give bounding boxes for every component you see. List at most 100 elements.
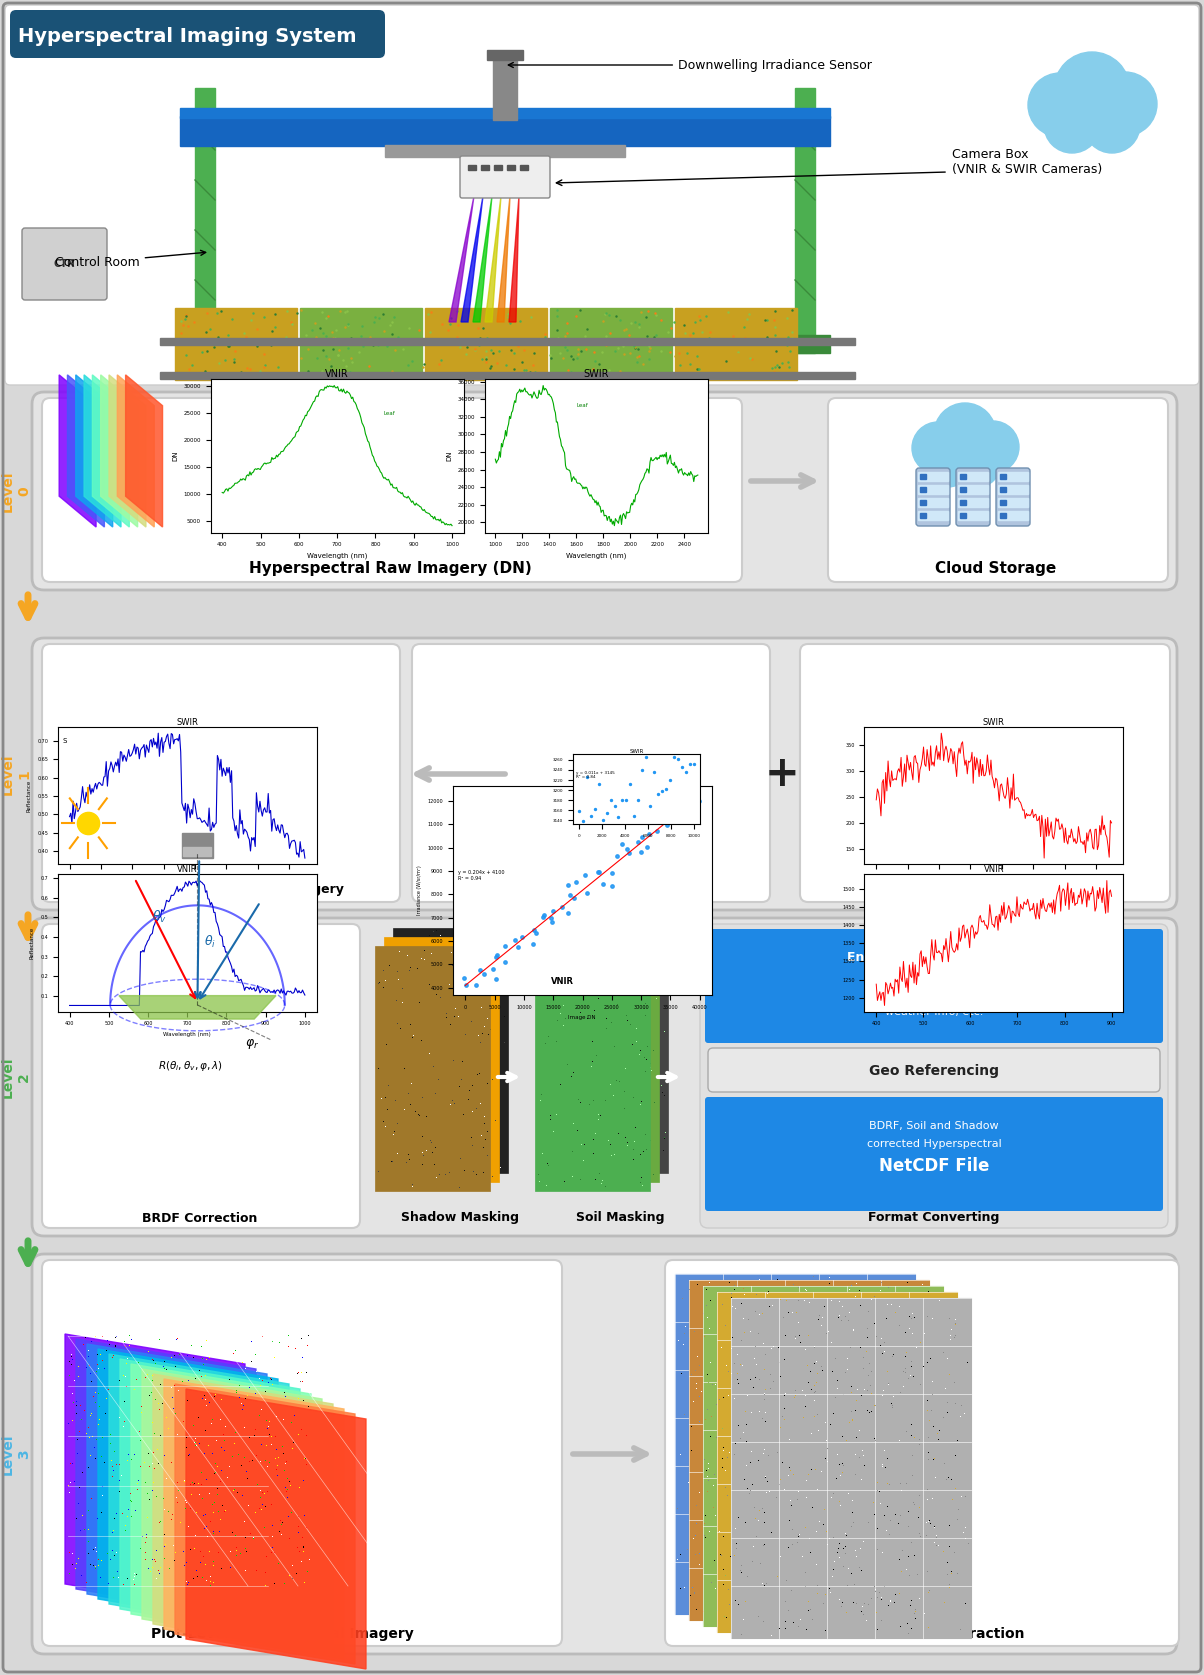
Point xyxy=(672,791,691,817)
Bar xyxy=(1001,487,1007,492)
Point xyxy=(616,787,636,814)
Bar xyxy=(492,52,517,121)
Bar xyxy=(731,1298,970,1638)
Point xyxy=(609,804,628,831)
Point xyxy=(541,905,560,931)
FancyBboxPatch shape xyxy=(42,399,742,581)
Point xyxy=(632,824,651,851)
X-axis label: Wavelength (nm): Wavelength (nm) xyxy=(566,553,627,559)
Bar xyxy=(183,848,212,856)
Title: VNIR: VNIR xyxy=(984,866,1004,874)
Point xyxy=(631,839,650,866)
Point xyxy=(535,901,554,928)
Circle shape xyxy=(956,442,1001,487)
Point xyxy=(582,802,601,829)
Bar xyxy=(544,936,659,1183)
FancyBboxPatch shape xyxy=(33,638,1178,910)
Bar xyxy=(958,497,988,508)
Bar xyxy=(507,166,515,169)
Circle shape xyxy=(1084,97,1140,152)
Polygon shape xyxy=(142,1368,321,1648)
Point xyxy=(637,834,656,861)
Title: SWIR: SWIR xyxy=(630,749,643,754)
Title: SWIR: SWIR xyxy=(176,719,199,727)
Bar xyxy=(795,89,815,353)
Point xyxy=(577,764,596,791)
Point xyxy=(508,935,527,961)
Text: Level
2: Level 2 xyxy=(1,1057,31,1097)
Text: +: + xyxy=(765,754,799,796)
Text: Control Room: Control Room xyxy=(55,250,206,268)
Text: Leaf: Leaf xyxy=(577,404,588,409)
Point xyxy=(573,807,592,834)
Point xyxy=(674,794,694,821)
Point xyxy=(553,893,572,920)
Point xyxy=(618,836,637,863)
Text: S: S xyxy=(63,739,67,744)
Polygon shape xyxy=(461,196,483,322)
Bar xyxy=(958,472,988,481)
Point xyxy=(544,898,563,925)
Point xyxy=(496,933,515,960)
Text: Level
3: Level 3 xyxy=(1,1434,31,1474)
Bar xyxy=(160,338,855,345)
Y-axis label: Reflectance: Reflectance xyxy=(30,926,35,960)
Point xyxy=(639,821,659,848)
Text: y = 0.011x + 3145
R² = 0.84: y = 0.011x + 3145 R² = 0.84 xyxy=(576,770,614,779)
Polygon shape xyxy=(125,375,163,528)
Text: Environmental Log Files:: Environmental Log Files: xyxy=(848,951,1021,965)
FancyBboxPatch shape xyxy=(996,467,1029,526)
Bar xyxy=(374,946,490,1191)
Text: NetCDF File: NetCDF File xyxy=(879,1157,990,1174)
Point xyxy=(677,759,696,786)
Text: Hyperspectral Raw Imagery (DN): Hyperspectral Raw Imagery (DN) xyxy=(248,561,531,576)
Point xyxy=(524,931,543,958)
Point xyxy=(680,789,700,816)
Circle shape xyxy=(967,420,1019,472)
Text: BRDF Correction: BRDF Correction xyxy=(142,1211,258,1224)
Circle shape xyxy=(926,442,970,487)
Bar xyxy=(998,497,1028,508)
FancyBboxPatch shape xyxy=(916,467,950,526)
Point xyxy=(526,920,545,946)
Polygon shape xyxy=(497,196,510,322)
Text: CTR: CTR xyxy=(53,260,75,270)
Text: corrected Hyperspectral: corrected Hyperspectral xyxy=(867,1139,1002,1149)
Polygon shape xyxy=(119,995,276,1018)
FancyBboxPatch shape xyxy=(33,918,1178,1236)
Point xyxy=(686,786,706,812)
Point xyxy=(455,965,474,992)
FancyBboxPatch shape xyxy=(665,1260,1179,1647)
Bar xyxy=(1001,501,1007,504)
Point xyxy=(648,817,667,844)
Bar xyxy=(960,487,966,492)
FancyBboxPatch shape xyxy=(412,643,771,903)
Text: Hyperspectral Reflectance Imagery: Hyperspectral Reflectance Imagery xyxy=(96,883,344,896)
FancyBboxPatch shape xyxy=(956,467,990,526)
Polygon shape xyxy=(473,196,492,322)
Polygon shape xyxy=(98,1348,278,1630)
Polygon shape xyxy=(110,1353,289,1635)
FancyBboxPatch shape xyxy=(33,1255,1178,1653)
Point xyxy=(654,807,673,834)
Bar xyxy=(960,513,966,518)
Point xyxy=(684,750,703,777)
Polygon shape xyxy=(449,196,474,322)
Y-axis label: DN: DN xyxy=(172,451,178,461)
Point xyxy=(506,926,525,953)
Polygon shape xyxy=(509,196,519,322)
Text: Hyperspectral Imaging System: Hyperspectral Imaging System xyxy=(18,27,356,47)
Point xyxy=(604,792,624,819)
Bar xyxy=(1001,474,1007,479)
Bar xyxy=(181,107,830,117)
Polygon shape xyxy=(185,1389,366,1668)
Point xyxy=(569,797,589,824)
Text: $\theta_i$: $\theta_i$ xyxy=(205,935,217,950)
FancyBboxPatch shape xyxy=(706,1097,1163,1211)
Text: Plot-Level Feature Extraction: Plot-Level Feature Extraction xyxy=(796,1626,1025,1642)
Polygon shape xyxy=(76,375,113,528)
Text: Radiometric Calibration Models: Radiometric Calibration Models xyxy=(480,883,700,896)
Point xyxy=(597,801,616,827)
Bar xyxy=(385,146,625,157)
Point xyxy=(474,961,494,988)
